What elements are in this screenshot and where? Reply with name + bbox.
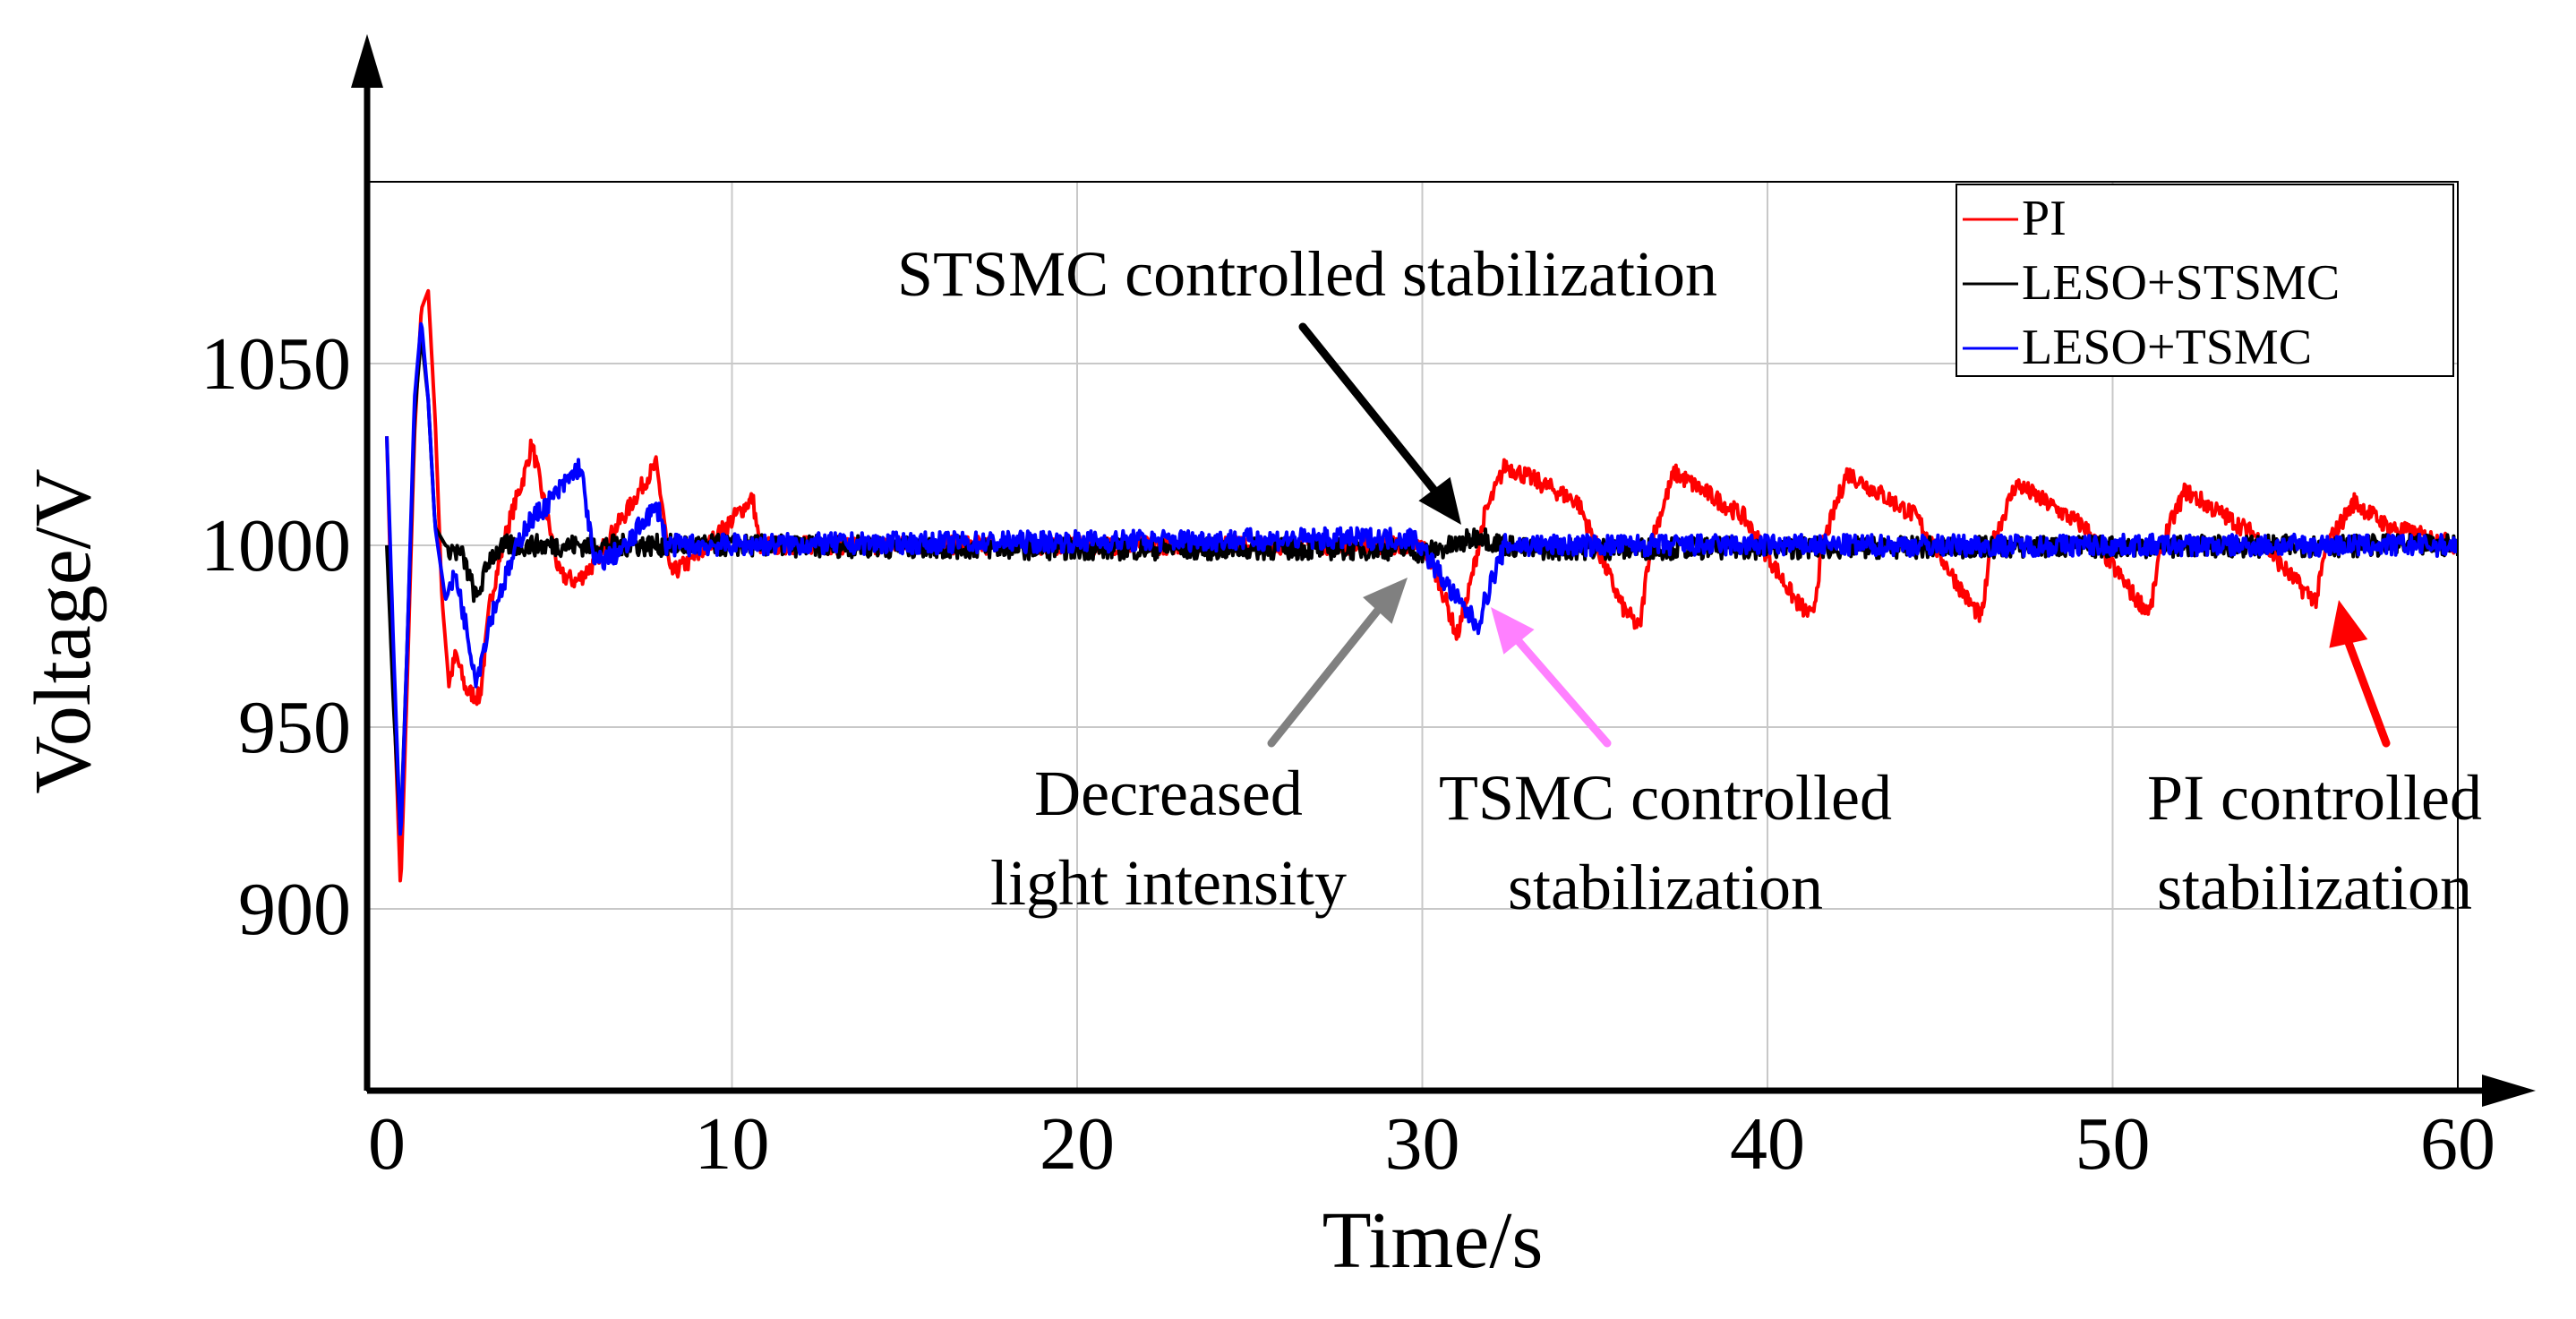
annotation-pi-line-0: PI controlled [2147,762,2482,834]
legend-box [1956,184,2454,377]
series-line-leso-tsmc [385,321,2458,836]
series-group [385,288,2458,883]
annotation-tsmc-arrowhead-icon [1491,607,1535,655]
annotation-light-arrowhead-icon [1363,578,1408,624]
y-tick-label-1000: 1000 [201,504,351,587]
annotation-tsmc-line-1: stabilization [1508,852,1823,923]
axes [351,34,2536,1107]
x-tick-label-50: 50 [2075,1102,2151,1186]
annotation-light-line-0: Decreased [1034,758,1303,829]
x-tick-label-30: 30 [1385,1102,1460,1186]
x-tick-label-10: 10 [695,1102,770,1186]
x-tick-label-0: 0 [368,1102,406,1186]
annotation-light-arrow [1267,604,1383,748]
tick-labels: 0 10 20 30 40 50 60 900 950 1000 1050 [201,322,2495,1186]
x-axis-title: Time/s [1322,1196,1544,1285]
annotations: STSMC controlled stabilization Decreased l… [897,238,2482,923]
legend-label-leso-stsmc: LESO+STSMC [2022,255,2340,311]
legend-label-pi: PI [2022,191,2067,246]
annotation-stsmc-arrow [1298,322,1455,515]
annotation-tsmc-arrow [1513,636,1612,748]
legend-label-leso-tsmc: LESO+TSMC [2022,320,2312,375]
legend: PI LESO+STSMC LESO+TSMC [1956,184,2454,377]
y-tick-label-900: 900 [238,868,351,951]
x-tick-label-20: 20 [1040,1102,1115,1186]
annotation-tsmc-line-0: TSMC controlled [1439,762,1892,834]
y-tick-label-950: 950 [238,686,351,769]
y-axis-title: Voltage/V [19,468,107,793]
annotation-stsmc-arrowhead-icon [1418,476,1461,525]
annotation-stsmc-line-0: STSMC controlled stabilization [897,238,1717,310]
annotation-pi-arrow [2343,636,2391,748]
annotation-light-line-1: light intensity [990,847,1347,919]
x-tick-label-40: 40 [1730,1102,1805,1186]
annotation-pi-line-1: stabilization [2157,852,2472,923]
y-tick-label-1050: 1050 [201,322,351,406]
x-tick-label-60: 60 [2420,1102,2495,1186]
annotation-pi-arrowhead-icon [2329,600,2368,648]
x-axis-arrow-icon [2482,1075,2536,1107]
y-axis-arrow-icon [351,34,383,88]
